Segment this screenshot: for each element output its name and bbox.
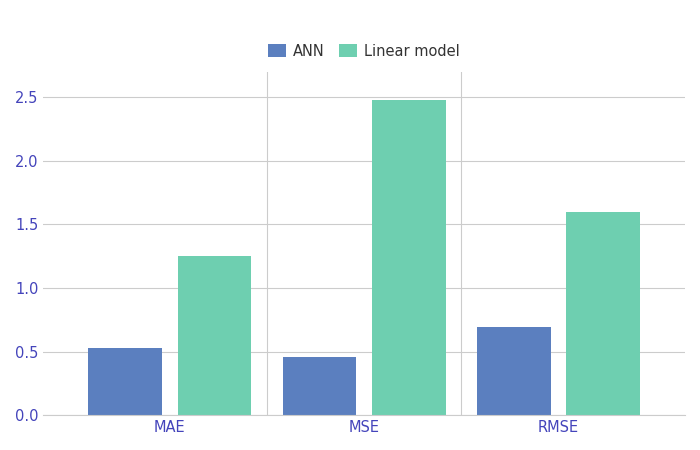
Bar — [283, 357, 356, 415]
Legend: ANN, Linear model: ANN, Linear model — [262, 38, 466, 64]
Bar — [566, 212, 640, 415]
Bar — [372, 100, 446, 415]
Bar — [477, 328, 551, 415]
Bar — [178, 256, 251, 415]
Bar — [88, 348, 162, 415]
